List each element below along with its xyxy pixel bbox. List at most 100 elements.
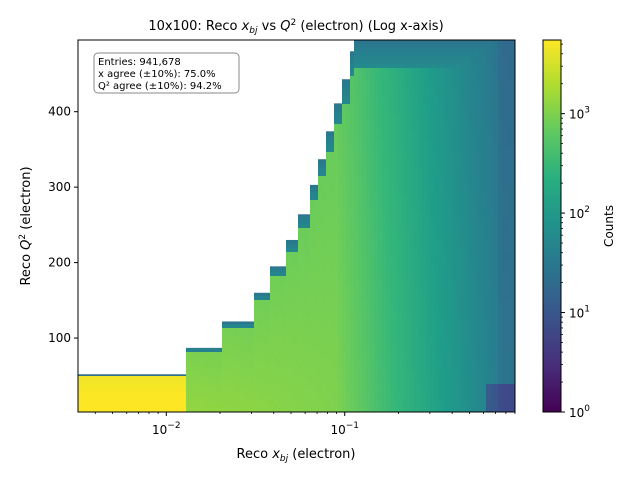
heatmap-cell (358, 176, 362, 180)
heatmap-cell (458, 48, 462, 52)
heatmap-cell (102, 380, 106, 384)
heatmap-cell (410, 208, 414, 212)
heatmap-cell (410, 220, 414, 224)
heatmap-cell (482, 172, 486, 176)
heatmap-cell (434, 40, 438, 44)
heatmap-cell (302, 396, 306, 400)
heatmap-cell (294, 244, 298, 248)
heatmap-cell (454, 168, 458, 172)
heatmap-cell (330, 284, 334, 288)
heatmap-cell (294, 252, 298, 256)
heatmap-cell (306, 376, 310, 380)
heatmap-cell (306, 384, 310, 388)
heatmap-cell (346, 164, 350, 168)
heatmap-cell (414, 204, 418, 208)
heatmap-cell (366, 180, 370, 184)
heatmap-cell (434, 328, 438, 332)
heatmap-cell (478, 176, 482, 180)
heatmap-cell (370, 312, 374, 316)
heatmap-cell (390, 248, 394, 252)
heatmap-cell (378, 236, 382, 240)
heatmap-cell (410, 400, 414, 404)
heatmap-cell (458, 396, 462, 400)
heatmap-cell (442, 236, 446, 240)
heatmap-cell (158, 380, 162, 384)
heatmap-cell (382, 168, 386, 172)
heatmap-cell (314, 288, 318, 292)
heatmap-cell (466, 360, 470, 364)
heatmap-cell (114, 404, 118, 408)
heatmap-cell (342, 264, 346, 268)
heatmap-cell (398, 344, 402, 348)
heatmap-cell (402, 216, 406, 220)
heatmap-cell (342, 112, 346, 116)
heatmap-cell (362, 184, 366, 188)
heatmap-cell (446, 348, 450, 352)
heatmap-cell (410, 304, 414, 308)
heatmap-cell (238, 348, 242, 352)
heatmap-cell (454, 72, 458, 76)
heatmap-cell (358, 208, 362, 212)
heatmap-cell (362, 408, 366, 412)
heatmap-cell (242, 404, 246, 408)
heatmap-cell (418, 296, 422, 300)
heatmap-cell (346, 388, 350, 392)
heatmap-cell (394, 208, 398, 212)
heatmap-cell (298, 336, 302, 340)
heatmap-cell (354, 240, 358, 244)
heatmap-cell (386, 260, 390, 264)
heatmap-cell (378, 348, 382, 352)
heatmap-cell (370, 232, 374, 236)
heatmap-cell (354, 76, 358, 80)
heatmap-cell (346, 84, 350, 88)
heatmap-cell (310, 332, 314, 336)
heatmap-cell (450, 128, 454, 132)
heatmap-cell (454, 184, 458, 188)
heatmap-cell (314, 268, 318, 272)
heatmap-cell (442, 296, 446, 300)
heatmap-cell (390, 204, 394, 208)
heatmap-cell (418, 256, 422, 260)
heatmap-cell (254, 312, 258, 316)
heatmap-cell (430, 376, 434, 380)
heatmap-cell (382, 120, 386, 124)
heatmap-cell (410, 308, 414, 312)
heatmap-cell (382, 384, 386, 388)
heatmap-cell (338, 156, 342, 160)
heatmap-cell (382, 400, 386, 404)
heatmap-cell (366, 356, 370, 360)
heatmap-cell (326, 296, 330, 300)
heatmap-cell (422, 196, 426, 200)
heatmap-cell (390, 136, 394, 140)
heatmap-cell (442, 56, 446, 60)
heatmap-cell (314, 248, 318, 252)
heatmap-cell (362, 76, 366, 80)
heatmap-cell (466, 400, 470, 404)
heatmap-cell (414, 96, 418, 100)
heatmap-cell (466, 208, 470, 212)
heatmap-cell (422, 328, 426, 332)
heatmap-cell (418, 172, 422, 176)
heatmap-cell (190, 348, 194, 352)
heatmap-cell (410, 244, 414, 248)
heatmap-cell (462, 84, 466, 88)
heatmap-cell (434, 112, 438, 116)
heatmap-cell (442, 48, 446, 52)
heatmap-cell (470, 96, 474, 100)
heatmap-cell (214, 364, 218, 368)
heatmap-cell (398, 120, 402, 124)
heatmap-cell (174, 376, 178, 380)
heatmap-cell (326, 184, 330, 188)
heatmap-cell (262, 384, 266, 388)
heatmap-cell (402, 392, 406, 396)
heatmap-cell (402, 408, 406, 412)
heatmap-cell (466, 192, 470, 196)
heatmap-cell (478, 232, 482, 236)
heatmap-cell (210, 384, 214, 388)
heatmap-cell (302, 388, 306, 392)
heatmap-cell (90, 408, 94, 412)
heatmap-cell (418, 352, 422, 356)
heatmap-cell (346, 128, 350, 132)
heatmap-cell (426, 360, 430, 364)
heatmap-cell (406, 184, 410, 188)
